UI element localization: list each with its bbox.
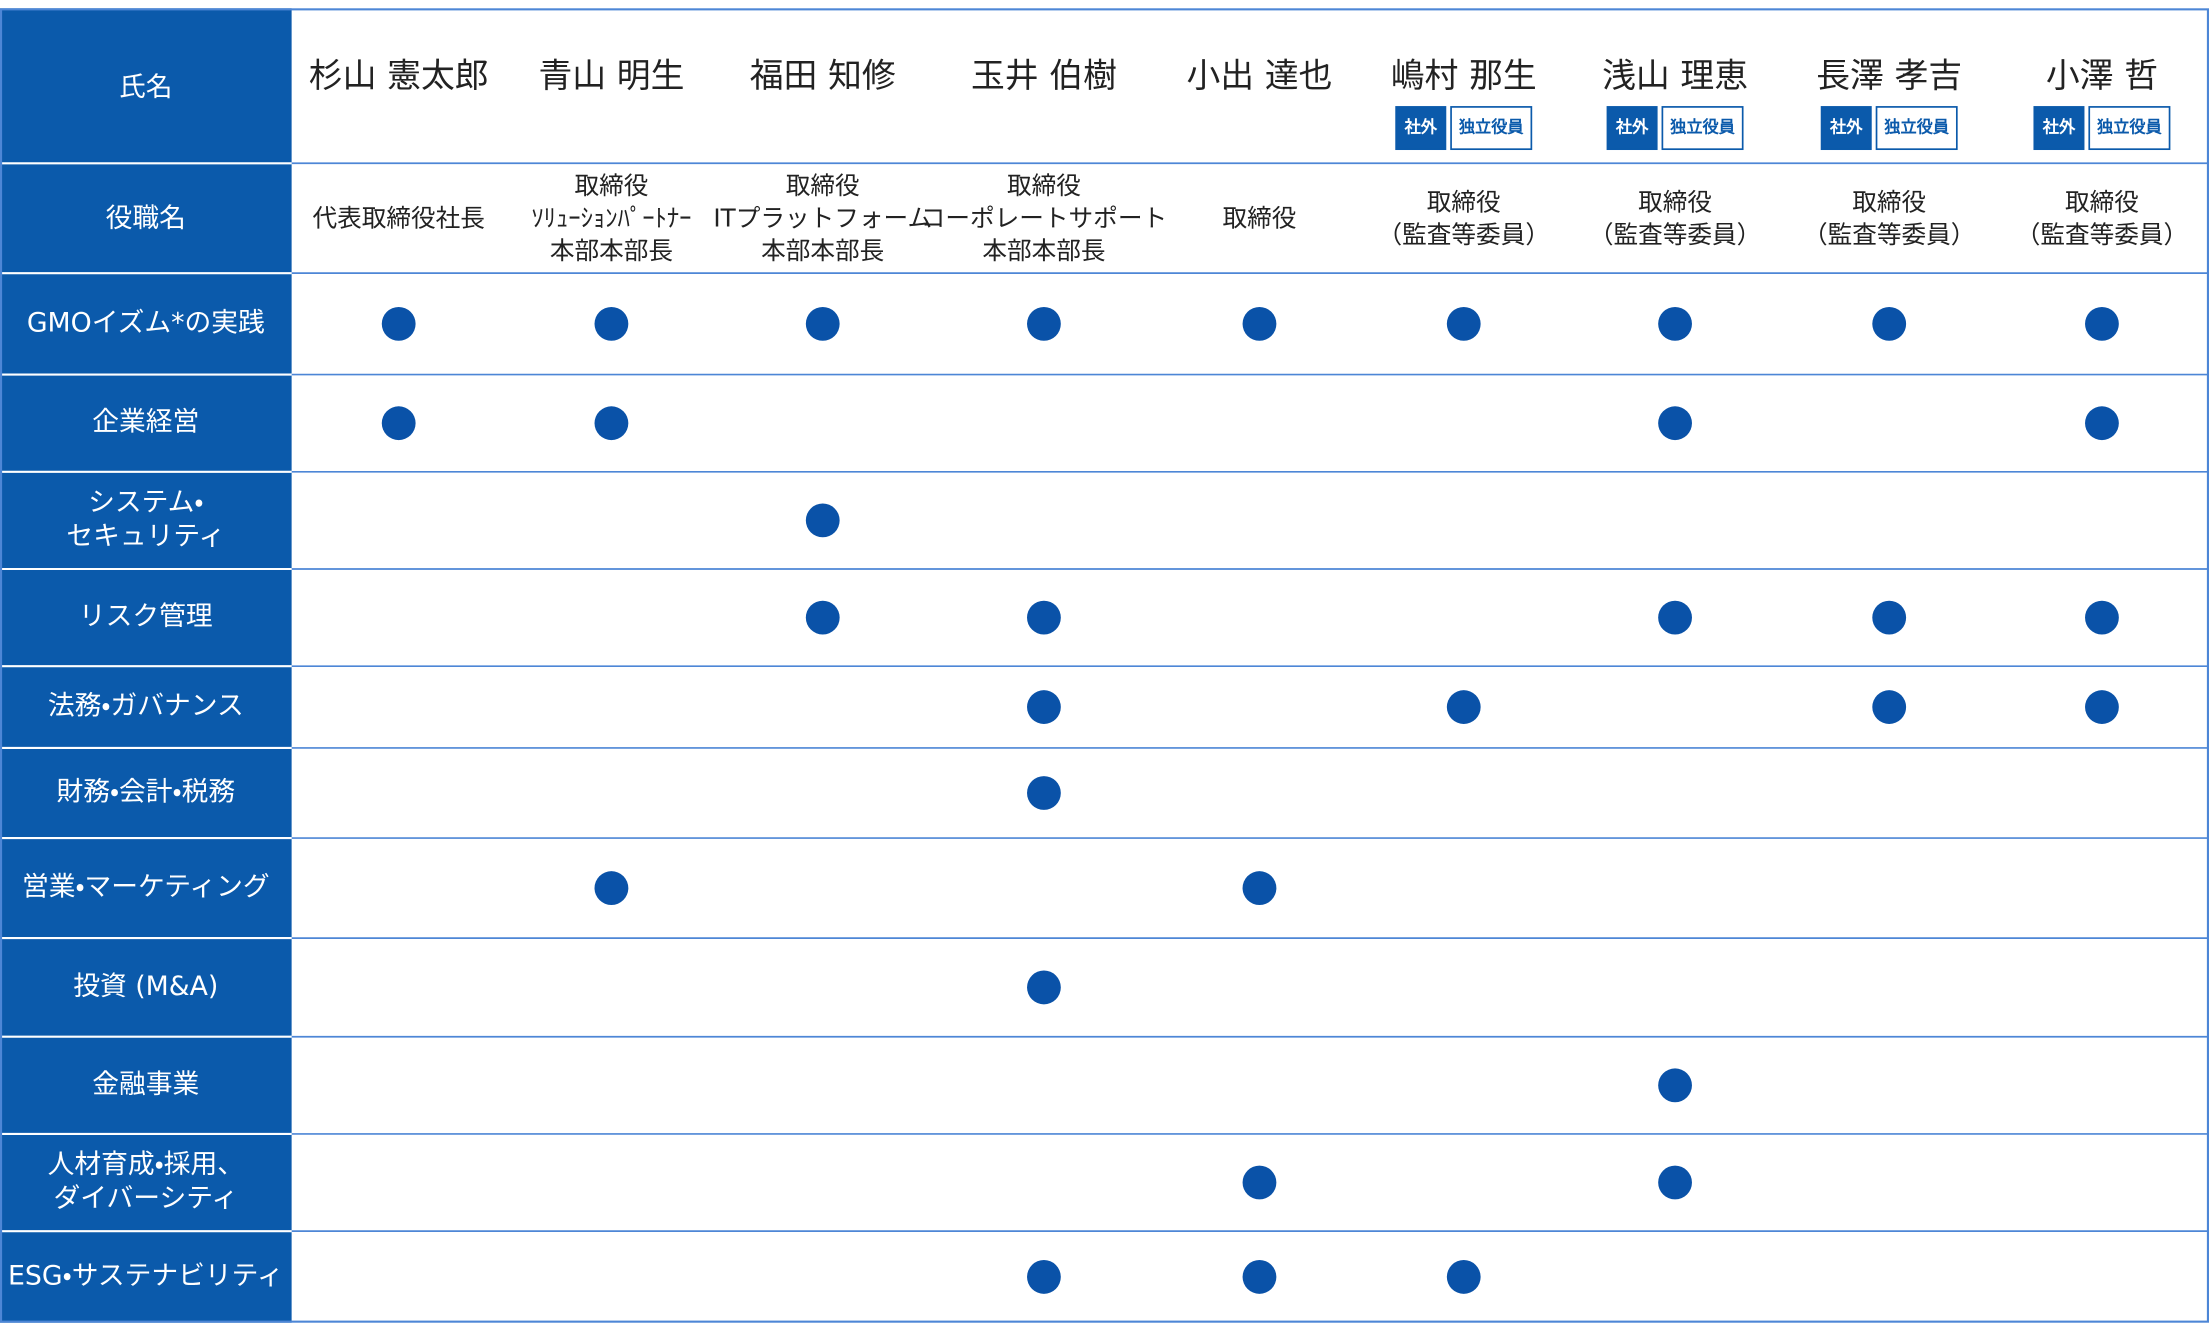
skill-dot [1872,600,1907,635]
skill-label: 金融事業 [92,1069,199,1100]
skill-dot [1658,1068,1692,1103]
skill-dot [1658,1165,1692,1200]
skill-label: システム・ [88,487,203,518]
badge-text: 社外 [1829,118,1863,137]
skill-dot [2085,600,2119,635]
badge [1395,106,1447,151]
skill-dot [805,503,840,538]
skill-label: 人材育成・採用、 [48,1149,244,1180]
skill-label: 財務・会計・税務 [56,776,235,807]
badge-text: 社外 [1615,118,1649,137]
skill-dot [2085,306,2119,341]
badge-text: 独立役員 [1884,118,1950,137]
role-text: 本部本部長 [761,236,884,265]
skill-dot [1027,306,1061,341]
badge [1450,106,1533,151]
skill-dot [1446,1260,1481,1294]
director-name: 青山 明生 [538,56,684,95]
director-name: 嶋村 那生 [1391,56,1537,95]
role-text: （監査等委員） [1378,220,1550,249]
role-text: 取締役 [574,171,648,200]
skill-label: GMOイズム*の実践 [27,307,265,338]
skill-label: セキュリティ [66,521,225,552]
role-text: コーポレートサポート [921,204,1167,233]
skill-dot [1242,1165,1277,1200]
badge-text: 独立役員 [2097,118,2163,137]
badge [1875,106,1958,151]
badge-text: 社外 [1404,118,1438,137]
role-text: 取締役 [1007,171,1081,200]
director-name: 杉山 憲太郎 [309,56,489,95]
skill-dot [1242,306,1277,341]
director-name: 小澤 哲 [2046,56,2158,95]
badge-text: 独立役員 [1459,118,1525,137]
skill-label: ダイバーシティ [54,1183,239,1214]
role-text: 本部本部長 [550,236,673,265]
skill-label: 投資 (M&A) [73,971,218,1002]
role-text: 取締役 [1427,187,1501,216]
roles-label: 役職名 [106,203,186,234]
role-text: （監査等委員） [2016,220,2188,249]
skill-dot [1872,690,1907,724]
skill-dot [1242,871,1277,905]
director-name: 浅山 理恵 [1602,56,1748,95]
skill-dot [1658,306,1692,341]
table-border [0,8,2209,1323]
skill-label: リスク管理 [79,601,213,632]
role-text: 取締役 [1223,204,1297,233]
skill-dot [594,871,629,905]
badge [1661,106,1744,151]
director-name: 長澤 孝吉 [1816,56,1962,95]
skill-label: 企業経営 [92,407,199,438]
role-text: ITプラットフォーム [713,204,932,233]
skill-dot [1027,600,1061,635]
role-text: 取締役 [1852,187,1926,216]
badge-text: 独立役員 [1670,118,1736,137]
skill-dot [594,306,629,341]
role-text: （監査等委員） [1589,220,1761,249]
role-text: （監査等委員） [1803,220,1975,249]
skill-dot [1027,970,1061,1005]
badge-text: 社外 [2042,118,2076,137]
skill-label: ESG・サステナビリティ [8,1260,284,1291]
role-text: 代表取締役社長 [312,204,484,233]
director-name: 玉井 伯樹 [971,56,1117,95]
skill-dot [1446,690,1481,724]
skill-label: 営業・マーケティング [22,872,270,903]
skill-dot [1658,406,1692,441]
skill-dot [594,406,629,441]
skill-dot [805,600,840,635]
skill-label: 法務・ガバナンス [48,691,244,722]
skill-dot [1872,306,1907,341]
role-text: 取締役 [2065,187,2139,216]
skill-dot [1027,690,1061,724]
skill-dot [381,406,416,441]
badge [2033,106,2085,151]
badge [2088,106,2171,151]
badge [1820,106,1872,151]
director-name: 福田 知修 [750,56,896,95]
role-text: 取締役 [786,171,860,200]
skill-dot [2085,406,2119,441]
skill-dot [381,306,416,341]
skill-dot [1027,1260,1061,1294]
header-label: 氏名 [119,72,173,103]
role-text: 取締役 [1638,187,1712,216]
skill-dot [805,306,840,341]
skill-dot [1242,1260,1277,1294]
skill-dot [2085,690,2119,724]
director-name: 小出 達也 [1186,56,1332,95]
role-text: ｿﾘｭｰｼｮﾝﾊﾟｰﾄﾅｰ [531,204,691,233]
skill-dot [1658,600,1692,635]
skill-dot [1446,306,1481,341]
skill-dot [1027,776,1061,810]
badge [1606,106,1658,151]
role-text: 本部本部長 [982,236,1105,265]
